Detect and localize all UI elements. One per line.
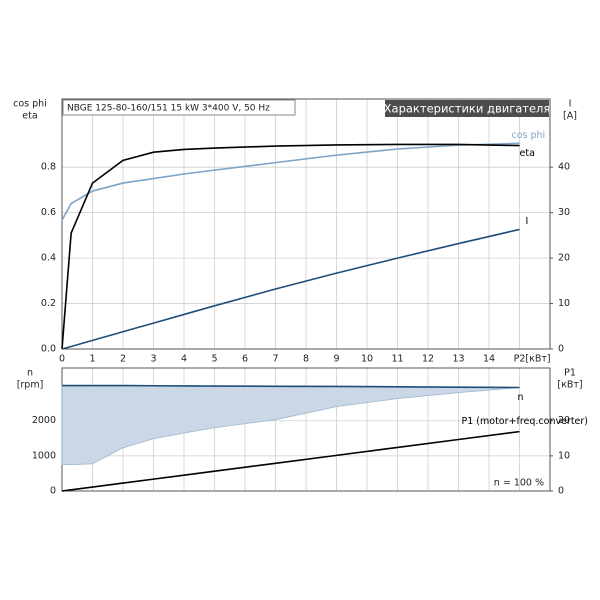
- series-label: I: [526, 216, 529, 227]
- plot-frame: [61, 98, 551, 350]
- x-tick-label: 13: [452, 354, 464, 365]
- y2-axis-label: I: [569, 99, 572, 110]
- y2-tick-label: 0: [558, 344, 564, 355]
- y-tick-label: 0.8: [41, 162, 56, 173]
- y-tick-label: 0.4: [41, 253, 56, 264]
- y-axis-label: cos phi: [13, 99, 47, 110]
- y-axis-label: n: [27, 368, 33, 379]
- y2-axis-label: [A]: [563, 111, 577, 122]
- series-label: cos phi: [512, 130, 546, 141]
- series-line: [61, 143, 520, 350]
- y2-tick-label: 40: [558, 162, 570, 173]
- x-tick-label: 12: [422, 354, 434, 365]
- x-tick-label: 4: [181, 354, 187, 365]
- x-tick-label: 8: [303, 354, 309, 365]
- chart-title: Характеристики двигателя: [384, 102, 551, 116]
- y2-axis-label: P1: [564, 368, 576, 379]
- y2-tick-label: 10: [558, 298, 570, 309]
- x-tick-label: 14: [483, 354, 495, 365]
- y-tick-label: 0.0: [41, 344, 56, 355]
- y2-tick-label: 20: [558, 415, 570, 426]
- series-line: [61, 228, 520, 350]
- y-axis-label: [rpm]: [17, 380, 44, 391]
- series-label: n: [518, 392, 524, 403]
- y2-tick-label: 30: [558, 207, 570, 218]
- y2-axis-label: [кВт]: [557, 380, 582, 391]
- y2-tick-label: 0: [558, 486, 564, 497]
- series-label: P1 (motor+freq.converter): [462, 416, 589, 427]
- y2-tick-label: 10: [558, 450, 570, 461]
- y2-tick-label: 20: [558, 253, 570, 264]
- x-tick-label: 6: [242, 354, 248, 365]
- annotation: n = 100 %: [494, 478, 544, 489]
- x-tick-label: 9: [333, 354, 339, 365]
- y-tick-label: 0.6: [41, 207, 56, 218]
- y-tick-label: 2000: [32, 415, 56, 426]
- x-tick-label: 10: [361, 354, 373, 365]
- x-tick-label: 2: [120, 354, 126, 365]
- title-box: [385, 100, 549, 117]
- x-tick-label: 5: [211, 354, 217, 365]
- x-tick-label: 1: [89, 354, 95, 365]
- series-line: [62, 384, 520, 389]
- x-tick-label: P2: [514, 354, 526, 365]
- y-tick-label: 0: [50, 486, 56, 497]
- subtitle: NBGE 125-80-160/151 15 kW 3*400 V, 50 Hz: [67, 104, 270, 114]
- y-tick-label: 1000: [32, 450, 56, 461]
- x-tick-label: 11: [391, 354, 403, 365]
- x-tick-label: 0: [59, 354, 65, 365]
- x-axis-label: [кВт]: [525, 354, 550, 365]
- series-label: eta: [520, 148, 535, 159]
- y-tick-label: 0.2: [41, 298, 56, 309]
- x-tick-label: 7: [272, 354, 278, 365]
- subtitle-box: [62, 99, 296, 116]
- series-line: [61, 430, 520, 492]
- y-axis-label: eta: [22, 111, 37, 122]
- x-tick-label: 3: [150, 354, 156, 365]
